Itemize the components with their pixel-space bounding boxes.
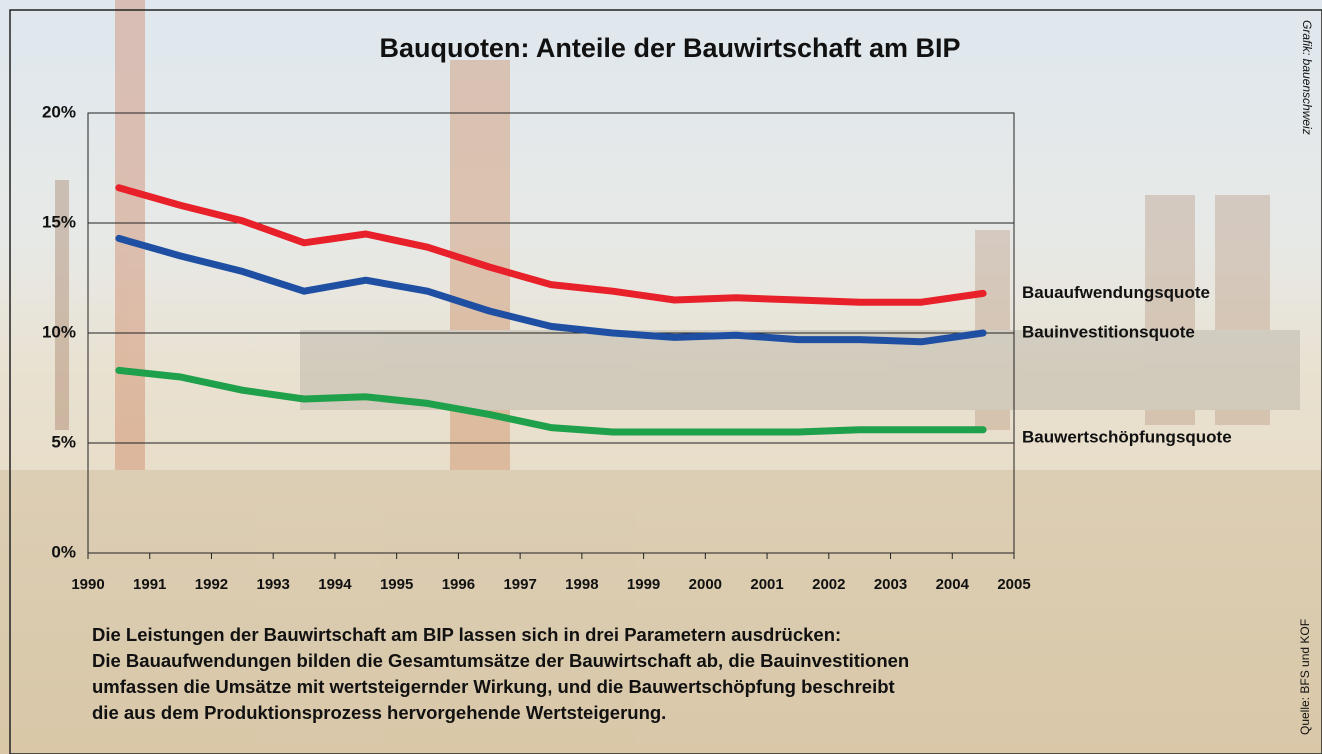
x-tick-label: 1993: [257, 576, 290, 593]
x-tick-label: 1995: [380, 576, 413, 593]
legend-label: Bauinvestitionsquote: [1022, 322, 1195, 341]
x-tick-label: 1997: [503, 576, 536, 593]
description-line: Die Leistungen der Bauwirtschaft am BIP …: [92, 624, 841, 645]
description-line: die aus dem Produktionsprozess hervorgeh…: [92, 702, 666, 723]
x-tick-label: 1990: [71, 576, 104, 593]
x-tick-label: 1998: [565, 576, 598, 593]
x-tick-label: 1992: [195, 576, 228, 593]
x-tick-label: 2001: [750, 576, 783, 593]
x-tick-label: 2005: [997, 576, 1030, 593]
description-line: Die Bauaufwendungen bilden die Gesamtums…: [92, 650, 909, 671]
x-tick-label: 2003: [874, 576, 907, 593]
frame: [9, 9, 1322, 754]
series-line: [115, 184, 987, 306]
series-line: [115, 234, 987, 346]
y-tick-label: 0%: [51, 542, 76, 561]
series-line: [115, 366, 987, 436]
description-line: umfassen die Umsätze mit wertsteigernder…: [92, 676, 895, 697]
y-tick-label: 20%: [42, 102, 76, 121]
x-tick-label: 1994: [318, 576, 352, 593]
x-tick-label: 1999: [627, 576, 660, 593]
x-tick-label: 2004: [936, 576, 970, 593]
y-tick-label: 10%: [42, 322, 76, 341]
x-tick-label: 2002: [812, 576, 845, 593]
x-tick-label: 1991: [133, 576, 166, 593]
y-tick-label: 5%: [51, 432, 76, 451]
legend-label: Bauwertschöpfungsquote: [1022, 427, 1232, 446]
source: Quelle: BFS und KOF: [1298, 619, 1312, 735]
x-tick-label: 2000: [689, 576, 722, 593]
credit: Grafik: bauenschweiz: [1300, 20, 1314, 135]
x-tick-label: 1996: [442, 576, 475, 593]
chart-title: Bauquoten: Anteile der Bauwirtschaft am …: [379, 33, 960, 63]
description: Die Leistungen der Bauwirtschaft am BIP …: [92, 624, 909, 723]
y-tick-label: 15%: [42, 212, 76, 231]
legend-label: Bauaufwendungsquote: [1022, 283, 1210, 302]
